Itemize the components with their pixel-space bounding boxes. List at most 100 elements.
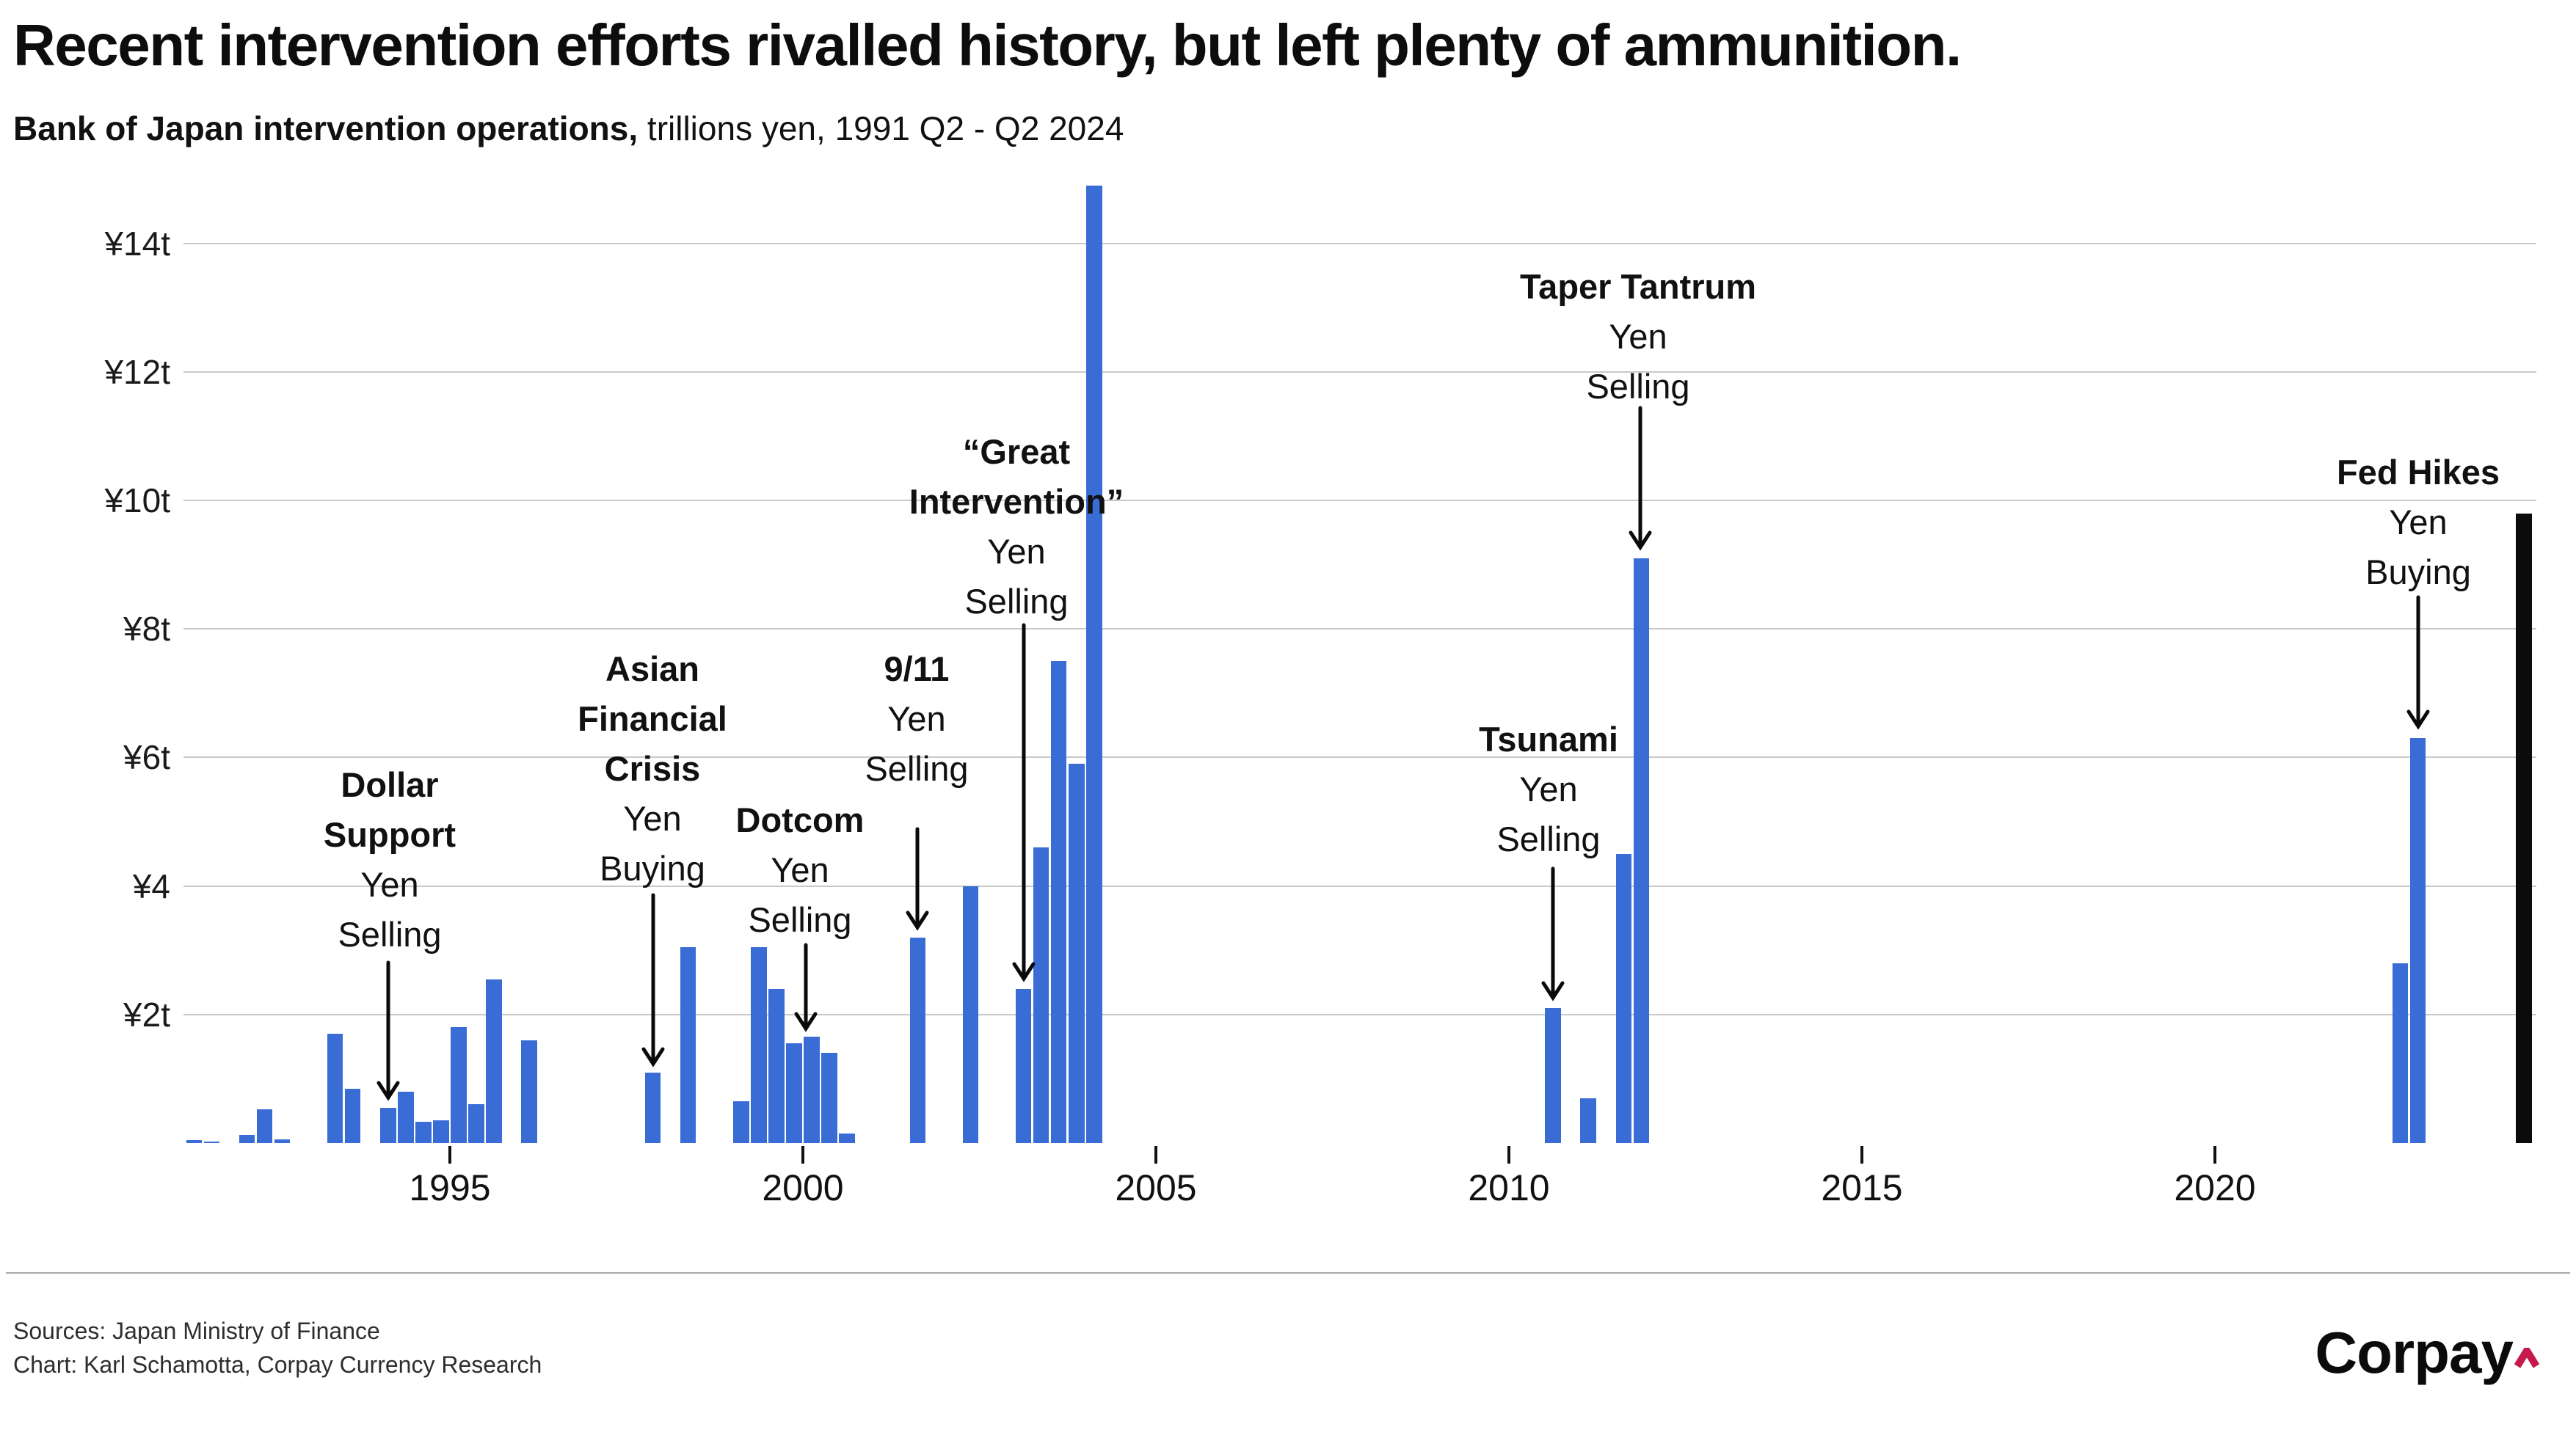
bar-1991-q3 <box>203 1142 220 1143</box>
annotation-dotcom: Dotcom Yen Selling <box>565 795 1035 945</box>
bar-1994-q3 <box>415 1122 432 1143</box>
gridline-14t <box>183 242 2536 244</box>
annotation-dollar-support-sublabel: Yen <box>360 865 419 904</box>
bar-2000-q2 <box>821 1053 837 1143</box>
bar-2001-q3 <box>909 937 926 1143</box>
source-note: Sources: Japan Ministry of Finance <box>13 1318 380 1344</box>
bar-1999-q4 <box>786 1043 802 1143</box>
annotation-arrow-great-intervention <box>1012 623 1036 982</box>
gridline-10t <box>183 500 2536 501</box>
bar-2003-q4 <box>1069 764 1085 1143</box>
annotation-dotcom-sublabel: Selling <box>748 900 852 939</box>
bar-1999-q2 <box>751 946 767 1143</box>
gridline-6t <box>183 756 2536 759</box>
bar-1995-q3 <box>486 979 502 1143</box>
chart-title: Recent intervention efforts rivalled his… <box>13 12 1962 78</box>
bar-2000-q1 <box>804 1037 820 1143</box>
x-tick-label-2020: 2020 <box>2174 1167 2256 1208</box>
bar-2003-q3 <box>1050 661 1067 1143</box>
annotation-taper-tantrum-label: Taper Tantrum <box>1519 267 1757 306</box>
y-axis-label-2t: ¥2t <box>123 995 170 1034</box>
gridline-2t <box>183 1013 2536 1015</box>
annotation-fed-hikes-sublabel: Yen <box>2389 503 2448 541</box>
annotation-fed-hikes: Fed Hikes Yen Buying <box>2183 448 2576 597</box>
chart-subtitle: Bank of Japan intervention operations, t… <box>13 109 1124 148</box>
annotation-taper-tantrum-sublabel: Selling <box>1586 367 1690 406</box>
annotation-dollar-support-sublabel: Selling <box>338 915 442 954</box>
x-tick-2020 <box>2213 1146 2216 1164</box>
x-tick-label-2010: 2010 <box>1468 1167 1550 1208</box>
bar-2011-q1 <box>1580 1098 1596 1143</box>
annotation-great-intervention-sublabel: Selling <box>964 582 1069 621</box>
bar-2011-q3 <box>1615 853 1632 1143</box>
y-axis-label-12t: ¥12t <box>104 352 170 391</box>
annotation-tsunami-label: Tsunami <box>1479 720 1618 759</box>
bar-1992-q1 <box>239 1135 255 1143</box>
x-tick-label-2000: 2000 <box>762 1167 844 1208</box>
y-axis-label-10t: ¥10t <box>104 481 170 519</box>
bar-1999-q3 <box>768 988 785 1143</box>
bar-1994-q4 <box>433 1120 449 1143</box>
annotation-taper-tantrum: Taper Tantrum Yen Selling <box>1403 262 1873 412</box>
chart-subtitle-rest: trillions yen, 1991 Q2 - Q2 2024 <box>638 109 1124 147</box>
bar-1991-q2 <box>186 1139 203 1143</box>
gridline-8t <box>183 628 2536 630</box>
annotation-great-intervention-label: “Great <box>962 432 1071 471</box>
bar-2003-q2 <box>1033 847 1049 1143</box>
bar-1992-q3 <box>274 1139 291 1143</box>
bar-1993-q2 <box>327 1034 343 1143</box>
annotation-asian-financial-crisis: Asian Financial Crisis Yen Buying <box>418 644 887 894</box>
annotation-arrow-fed-hikes <box>2406 595 2430 730</box>
chart-subtitle-bold: Bank of Japan intervention operations, <box>13 109 638 147</box>
annotation-asian-financial-crisis-sublabel: Yen <box>623 799 682 838</box>
bar-1993-q3 <box>344 1088 361 1143</box>
x-tick-1995 <box>448 1146 451 1164</box>
bar-2003-q1 <box>1015 988 1032 1143</box>
x-tick-2000 <box>801 1146 804 1164</box>
gridline-12t <box>183 371 2536 373</box>
annotation-tsunami-sublabel: Selling <box>1496 820 1601 858</box>
annotation-arrow-taper-tantrum <box>1629 406 1652 551</box>
gridline-4t <box>183 885 2536 887</box>
corpay-logo-text: Corpay <box>2315 1320 2514 1385</box>
annotation-fed-hikes-label: Fed Hikes <box>2336 453 2500 492</box>
credit-note: Chart: Karl Schamotta, Corpay Currency R… <box>13 1351 542 1378</box>
y-axis-label-4t: ¥4 <box>132 866 170 905</box>
annotation-nine-eleven: 9/11 Yen Selling <box>682 644 1151 794</box>
bar-1996-q1 <box>521 1040 537 1143</box>
bar-2002-q2 <box>962 886 979 1143</box>
plot-area: ¥14t ¥12t ¥10t ¥8t ¥6t ¥4 ¥2t 1995 2000 2005 2010 2… <box>104 185 2576 1208</box>
annotation-fed-hikes-sublabel: Buying <box>2365 552 2471 591</box>
annotation-asian-financial-crisis-sublabel: Buying <box>600 849 705 888</box>
annotation-great-intervention: “Great Intervention” Yen Selling <box>782 427 1251 627</box>
x-tick-label-2005: 2005 <box>1115 1167 1197 1208</box>
bar-1995-q2 <box>468 1104 484 1143</box>
bar-1992-q2 <box>256 1109 273 1143</box>
annotation-nine-eleven-sublabel: Selling <box>865 749 969 788</box>
bar-2022-q4 <box>2409 738 2426 1143</box>
annotation-tsunami-sublabel: Yen <box>1519 770 1578 809</box>
annotation-dollar-support-label: Support <box>323 815 456 854</box>
bar-1994-q2 <box>398 1091 414 1143</box>
annotation-great-intervention-sublabel: Yen <box>987 532 1046 571</box>
corpay-logo: Corpay <box>2315 1319 2540 1387</box>
bar-1999-q1 <box>733 1101 749 1143</box>
bar-1998-q2 <box>680 946 696 1143</box>
bar-2011-q4 <box>1633 558 1650 1143</box>
annotation-dotcom-label: Dotcom <box>735 800 865 839</box>
bar-2022-q3 <box>2392 963 2409 1143</box>
annotation-dollar-support-label: Dollar <box>341 765 439 804</box>
y-axis-label-8t: ¥8t <box>123 610 170 649</box>
annotation-asian-financial-crisis-label: Crisis <box>604 749 701 788</box>
x-tick-label-2015: 2015 <box>1821 1167 1903 1208</box>
bar-2024-q2 <box>2516 513 2532 1143</box>
annotation-asian-financial-crisis-label: Financial <box>578 699 727 738</box>
bar-1994-q1 <box>380 1107 396 1143</box>
annotation-dollar-support: Dollar Support Yen Selling <box>155 760 625 960</box>
annotation-arrow-tsunami <box>1541 866 1565 1001</box>
annotation-arrow-dotcom <box>794 943 818 1032</box>
x-tick-2015 <box>1860 1146 1863 1164</box>
bar-2004-q1 <box>1086 185 1102 1143</box>
